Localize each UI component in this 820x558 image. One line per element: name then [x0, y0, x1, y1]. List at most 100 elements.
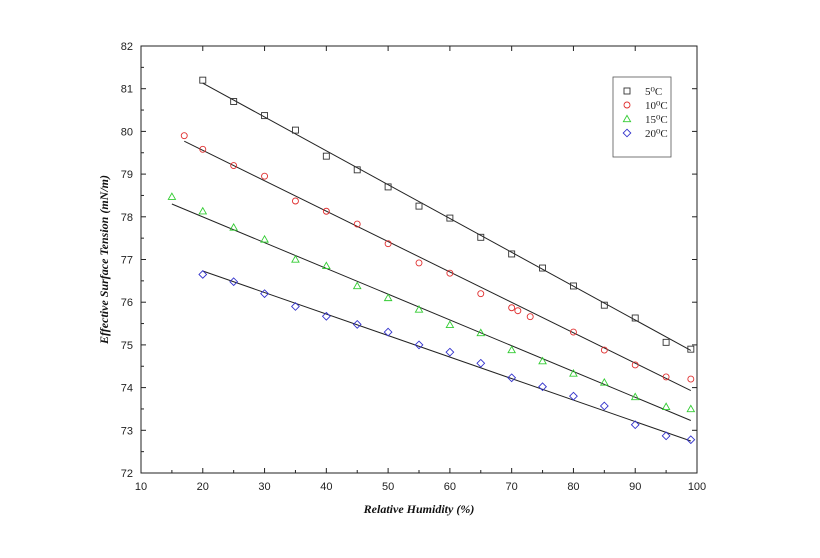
data-point — [261, 172, 269, 180]
data-point — [199, 145, 207, 153]
x-tick-label: 80 — [567, 481, 579, 493]
data-point — [415, 202, 423, 210]
data-point — [383, 293, 393, 302]
data-point — [384, 183, 392, 191]
fit-line-2 — [171, 203, 692, 421]
data-point — [322, 207, 330, 215]
legend-marker — [622, 114, 632, 123]
data-point — [260, 234, 269, 243]
y-tick-label: 79 — [121, 169, 133, 181]
data-point — [229, 222, 239, 231]
data-point — [687, 375, 695, 383]
x-tick-label: 100 — [688, 481, 706, 493]
y-tick-label: 72 — [121, 468, 133, 480]
x-tick-label: 20 — [197, 481, 209, 493]
legend-entry: 20⁰C — [645, 128, 668, 140]
legend-marker — [623, 87, 631, 95]
data-point — [414, 340, 424, 350]
x-tick-label: 40 — [320, 481, 332, 493]
data-point — [445, 347, 455, 357]
data-point — [353, 220, 361, 228]
data-point — [321, 261, 331, 270]
data-point — [569, 282, 577, 290]
data-point — [321, 311, 331, 321]
data-point — [199, 76, 207, 84]
data-point — [508, 304, 516, 312]
data-point — [569, 391, 578, 401]
data-point — [477, 233, 485, 241]
axis-ticks: 10 20 30 40 50 60 70 80 90 100 72 73 74 75 76 77 78 79 80 8… — [121, 41, 706, 493]
data-point — [661, 431, 671, 441]
y-tick-label: 75 — [121, 340, 133, 352]
data-point — [686, 404, 696, 413]
data-point — [600, 346, 608, 354]
x-tick-label: 60 — [444, 481, 456, 493]
x-tick-label: 50 — [382, 481, 394, 493]
fit-lines — [171, 82, 692, 442]
data-point — [446, 214, 454, 222]
data-point — [508, 250, 516, 258]
y-tick-label: 74 — [121, 383, 133, 395]
legend-entry: 5⁰C — [645, 86, 662, 98]
data-point — [569, 369, 578, 377]
data-point — [352, 281, 362, 290]
legend-marker — [623, 101, 631, 109]
data-point — [507, 345, 517, 354]
x-axis-title: Relative Humidity (%) — [363, 502, 475, 516]
data-point — [291, 254, 300, 263]
data-point — [538, 382, 547, 392]
data-point — [686, 435, 696, 445]
data-point — [599, 377, 609, 386]
data-point — [414, 304, 424, 313]
data-point — [322, 152, 330, 160]
data-point — [538, 356, 547, 365]
data-point — [476, 358, 486, 368]
legend-box — [612, 76, 672, 158]
data-point — [261, 112, 269, 120]
data-point — [167, 192, 177, 200]
y-tick-label: 80 — [121, 126, 133, 138]
data-point — [569, 328, 577, 336]
data-point — [662, 338, 670, 346]
data-point — [631, 361, 639, 369]
y-tick-label: 81 — [121, 84, 133, 96]
data-point — [198, 206, 208, 215]
y-tick-label: 82 — [121, 41, 133, 53]
data-point — [291, 302, 300, 311]
data-point — [445, 320, 455, 328]
legend-entry: 10⁰C — [645, 100, 668, 112]
data-point — [291, 126, 299, 134]
x-tick-label: 30 — [258, 481, 270, 493]
data-point — [661, 402, 671, 410]
data-point — [230, 162, 238, 170]
data-point — [539, 264, 547, 272]
data-point — [630, 392, 640, 401]
data-point — [514, 307, 522, 315]
x-tick-label: 70 — [506, 481, 518, 493]
data-point — [507, 373, 517, 383]
data-point — [384, 240, 392, 248]
data-point — [630, 420, 640, 430]
data-point — [229, 277, 239, 287]
data-point — [446, 269, 454, 277]
data-point — [599, 401, 609, 411]
data-point — [180, 132, 188, 140]
legend: 5⁰C 10⁰C 15⁰C 20⁰C — [612, 76, 672, 158]
data-point — [198, 270, 208, 279]
data-point — [353, 166, 361, 174]
x-tick-label: 10 — [135, 481, 147, 493]
y-tick-label: 73 — [121, 425, 133, 437]
y-tick-label: 78 — [121, 212, 133, 224]
data-point — [291, 197, 299, 205]
y-axis-title: Effective Surface Tension (mN/m) — [97, 175, 111, 345]
data-point — [260, 289, 269, 299]
data-point — [600, 301, 608, 309]
data-point — [352, 319, 362, 329]
fit-line-1 — [184, 140, 692, 392]
data-point — [476, 328, 486, 337]
fit-line-3 — [202, 270, 691, 442]
legend-entry: 15⁰C — [645, 114, 668, 126]
y-tick-label: 76 — [121, 297, 133, 309]
